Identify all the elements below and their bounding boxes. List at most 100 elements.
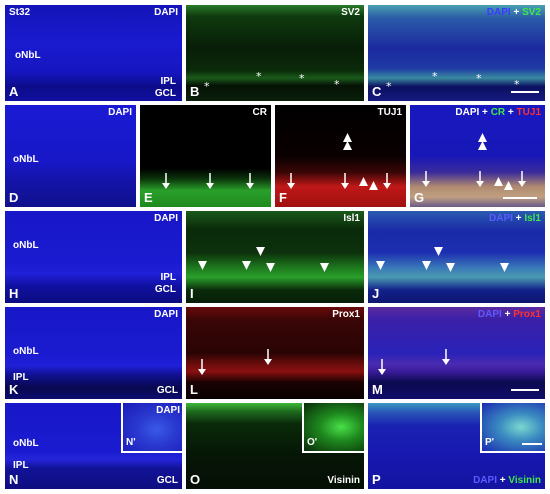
- stain-label: Visinin: [327, 475, 360, 486]
- asterisk-marker: *: [299, 72, 305, 85]
- panel-letter: K: [9, 382, 19, 397]
- arrow-down-icon: [162, 173, 170, 189]
- arrowhead-down-icon: [500, 263, 509, 272]
- arrowhead-down-icon: [242, 261, 251, 270]
- merge-label: DAPI + CR + TUJ1: [455, 108, 541, 118]
- tuj1-text: TUJ1: [516, 107, 541, 118]
- asterisk-marker: *: [386, 80, 392, 93]
- panel-letter: H: [9, 286, 19, 301]
- arrowhead-down-icon: [422, 261, 431, 270]
- arrow-down-icon: [383, 173, 391, 189]
- arrowhead-up-icon: [343, 141, 352, 150]
- panel-p: P' DAPI + Visinin P: [367, 402, 546, 490]
- gcl-label: GCL: [154, 88, 176, 99]
- panel-letter: D: [9, 190, 19, 205]
- plus-text: +: [501, 309, 514, 320]
- arrow-down-icon: [341, 173, 349, 189]
- asterisk-marker: *: [476, 72, 482, 85]
- stain-label: DAPI: [154, 7, 178, 18]
- onbl-label: oNbL: [15, 50, 41, 61]
- inset-panel: O': [302, 403, 364, 453]
- inset-letter: P': [485, 437, 495, 448]
- arrowhead-down-icon: [446, 263, 455, 272]
- arrowhead-up-icon: [359, 177, 368, 186]
- stain-label: CR: [252, 107, 267, 118]
- cr-text: CR: [490, 107, 506, 118]
- merge-label: DAPI + SV2: [487, 8, 541, 18]
- merge-label: DAPI + Visinin: [473, 476, 541, 486]
- plus-text: +: [479, 107, 491, 118]
- asterisk-marker: *: [256, 70, 262, 83]
- arrowhead-down-icon: [434, 247, 443, 256]
- stain-label: SV2: [341, 7, 360, 18]
- panel-i: Isl1 I: [185, 210, 365, 304]
- arrow-down-icon: [246, 173, 254, 189]
- arrow-down-icon: [198, 359, 206, 375]
- panel-letter: J: [372, 286, 380, 301]
- panel-b: SV2 * * * * B: [185, 4, 365, 102]
- arrowhead-down-icon: [376, 261, 385, 270]
- panel-a: St32 DAPI oNbL IPL GCL A: [4, 4, 183, 102]
- gcl-label: GCL: [156, 385, 178, 396]
- asterisk-marker: *: [432, 70, 438, 83]
- dapi-text: DAPI: [489, 213, 513, 224]
- panel-letter: P: [372, 472, 381, 487]
- panel-o: O' Visinin O: [185, 402, 365, 490]
- arrowhead-down-icon: [198, 261, 207, 270]
- scale-bar: [511, 91, 539, 93]
- arrow-down-icon: [264, 349, 272, 365]
- onbl-label: oNbL: [13, 154, 39, 165]
- panel-e: CR E: [139, 104, 272, 208]
- panel-c: DAPI + SV2 * * * * C: [367, 4, 546, 102]
- onbl-label: oNbL: [13, 346, 39, 357]
- panel-f: TUJ1 F: [274, 104, 407, 208]
- plus-text: +: [496, 475, 509, 486]
- inset-letter: O': [307, 437, 318, 448]
- gcl-label: GCL: [156, 475, 178, 486]
- panel-n: oNbL IPL GCL DAPI N' N: [4, 402, 183, 490]
- arrowhead-up-icon: [478, 133, 487, 142]
- panel-letter: M: [372, 382, 383, 397]
- inset-panel: DAPI N': [121, 403, 182, 453]
- panel-letter: A: [9, 84, 19, 99]
- arrowhead-up-icon: [343, 133, 352, 142]
- panel-letter: C: [372, 84, 382, 99]
- panel-letter: G: [414, 190, 425, 205]
- stain-label: DAPI: [156, 405, 180, 416]
- scale-bar: [503, 197, 537, 199]
- stain-label: DAPI: [108, 107, 132, 118]
- scale-bar: [522, 443, 542, 445]
- arrowhead-up-icon: [369, 181, 378, 190]
- arrowhead-up-icon: [478, 141, 487, 150]
- arrowhead-up-icon: [504, 181, 513, 190]
- marker-text: SV2: [522, 7, 541, 18]
- arrow-down-icon: [206, 173, 214, 189]
- merge-label: DAPI + Isl1: [489, 214, 541, 224]
- stain-label: TUJ1: [377, 107, 402, 118]
- scale-bar: [511, 389, 539, 391]
- stain-label: Isl1: [343, 213, 360, 224]
- inset-letter: N': [126, 437, 136, 448]
- asterisk-marker: *: [514, 78, 520, 91]
- arrow-down-icon: [476, 171, 484, 187]
- ipl-label: IPL: [13, 460, 29, 471]
- panel-g: DAPI + CR + TUJ1 G: [409, 104, 546, 208]
- stain-label: DAPI: [154, 213, 178, 224]
- panel-j: DAPI + Isl1 J: [367, 210, 546, 304]
- marker-text: Isl1: [524, 213, 541, 224]
- marker-text: Visinin: [508, 475, 541, 486]
- panel-letter: B: [190, 84, 200, 99]
- arrow-down-icon: [378, 359, 386, 375]
- arrow-down-icon: [422, 171, 430, 187]
- ipl-label: IPL: [160, 76, 176, 87]
- panel-k: DAPI oNbL IPL GCL K: [4, 306, 183, 400]
- stage-label: St32: [9, 7, 31, 18]
- panel-l: Prox1 L: [185, 306, 365, 400]
- arrowhead-down-icon: [320, 263, 329, 272]
- arrowhead-up-icon: [494, 177, 503, 186]
- inset-panel: P': [480, 403, 545, 453]
- arrow-down-icon: [518, 171, 526, 187]
- panel-h: DAPI oNbL IPL GCL H: [4, 210, 183, 304]
- dapi-text: DAPI: [486, 7, 511, 18]
- gcl-label: GCL: [154, 284, 176, 295]
